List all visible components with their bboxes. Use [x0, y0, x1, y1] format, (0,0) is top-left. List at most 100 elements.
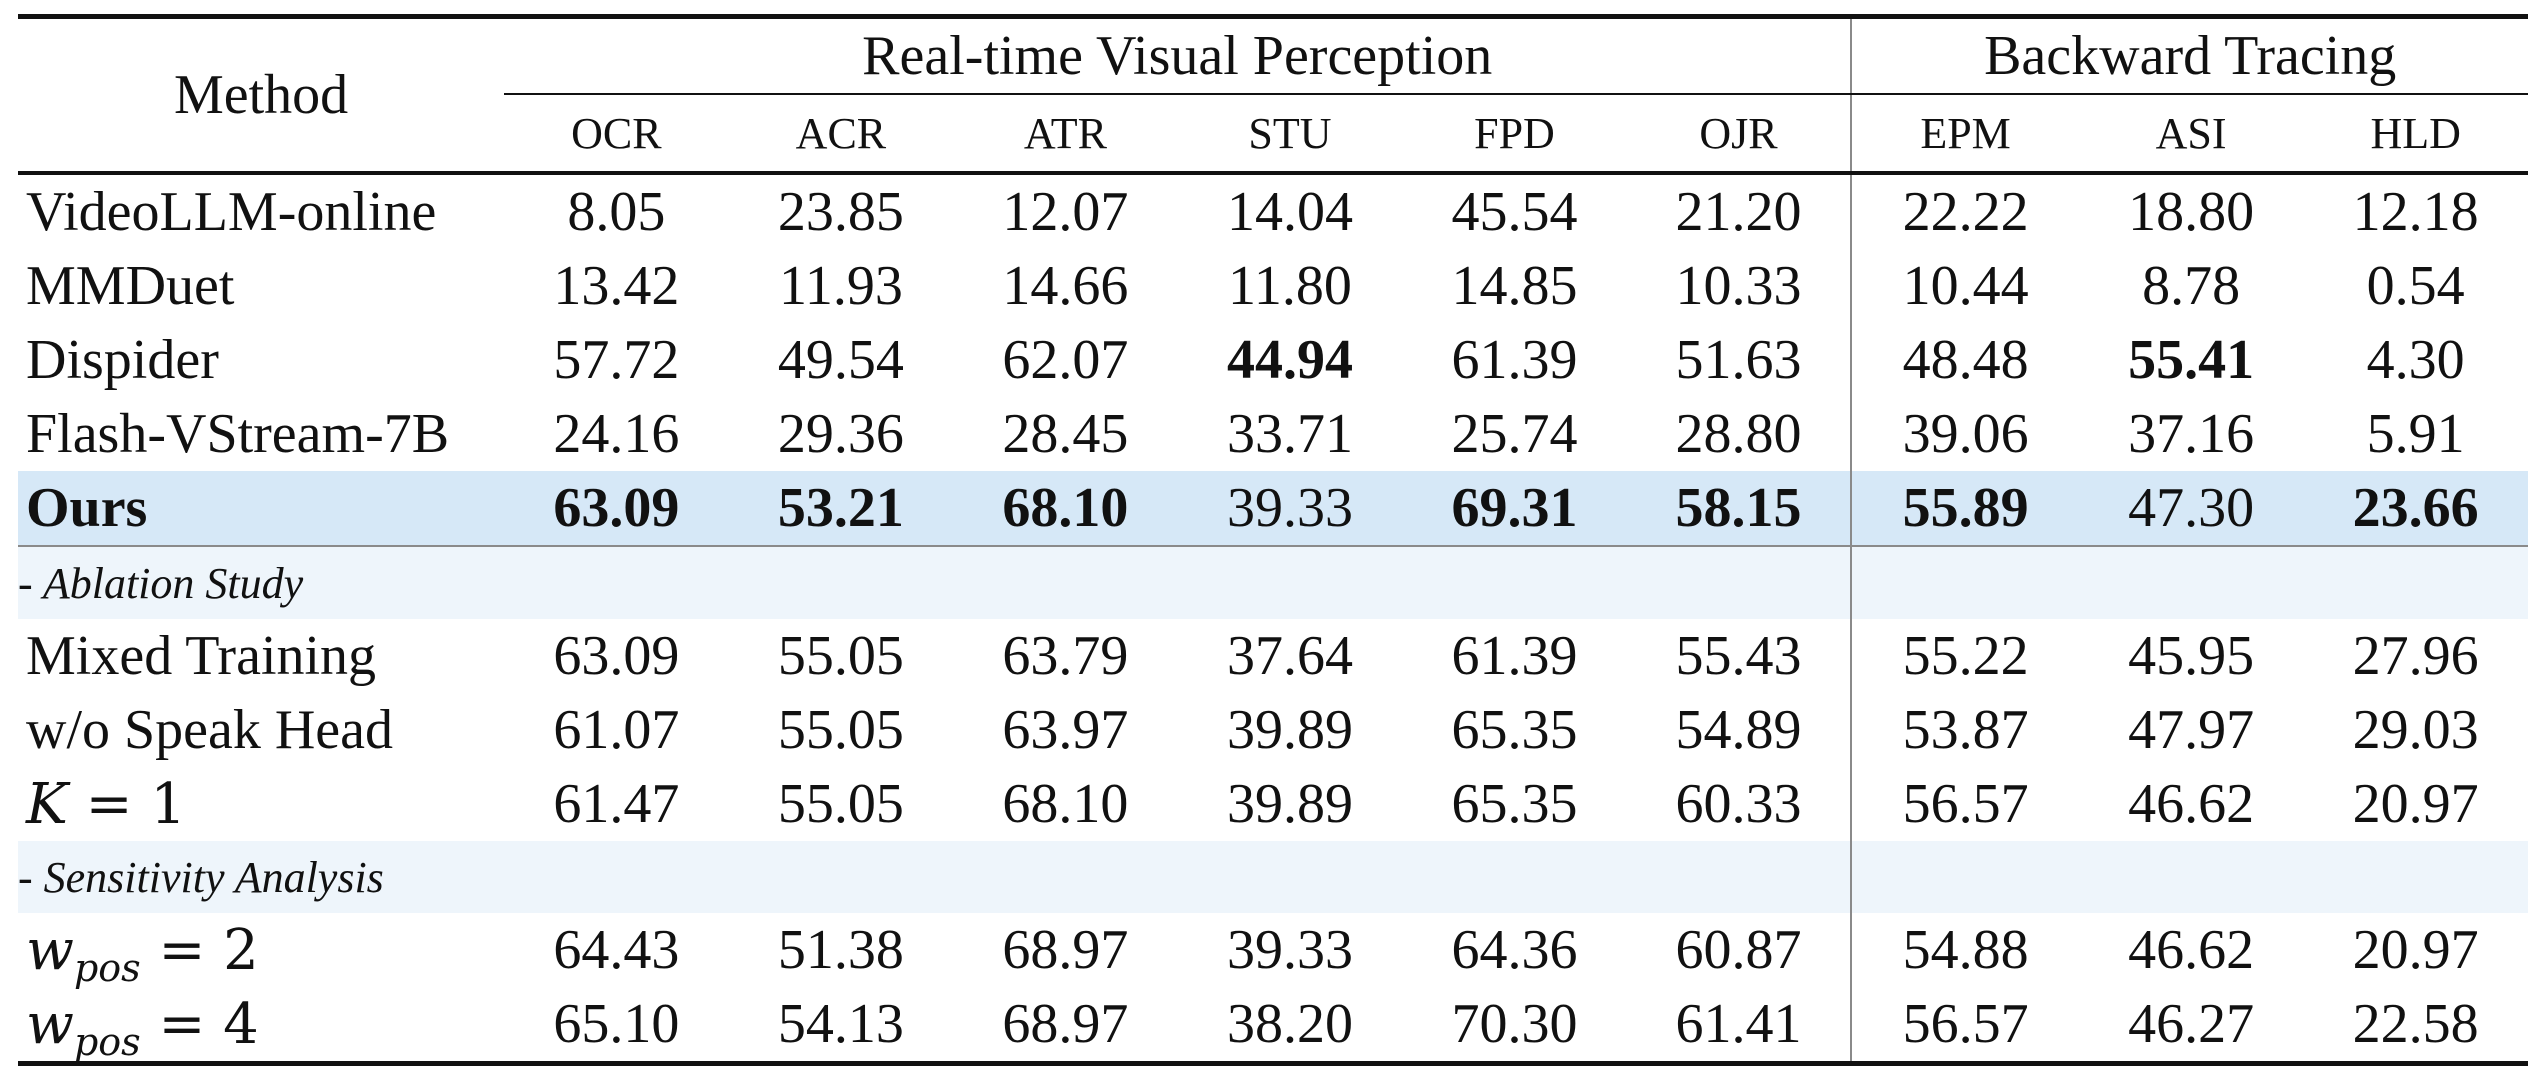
table-cell: 10.33	[1675, 255, 1802, 317]
table-cell: 57.72	[553, 329, 680, 391]
table-cell: 33.71	[1226, 403, 1353, 465]
table-cell: 60.87	[1675, 919, 1802, 981]
table-cell: 11.80	[1227, 255, 1352, 317]
table-cell: 64.36	[1451, 919, 1578, 981]
table-cell: 47.30	[2078, 471, 2304, 547]
table-cell-best: 69.31	[1402, 471, 1627, 547]
table-cell: 39.33	[1226, 919, 1353, 981]
table-cell: 65.35	[1451, 699, 1578, 761]
table-cell: 46.27	[2078, 987, 2304, 1066]
table-cell-best: 68.10	[953, 471, 1178, 547]
table-cell: 61.39	[1451, 625, 1578, 687]
table-cell: 55.05	[777, 699, 904, 761]
table-cell: 12.18	[2303, 171, 2528, 249]
table-cell: 60.33	[1675, 773, 1802, 835]
table-cell: 37.64	[1226, 625, 1353, 687]
table-cell: 14.04	[1177, 171, 1403, 249]
table-cell: 13.42	[553, 255, 680, 317]
table-cell: 18.80	[2078, 171, 2304, 249]
table-cell-best: 55.41	[2128, 329, 2255, 391]
perception-group-header: Real-time Visual Perception	[504, 14, 1852, 95]
math-variable: K	[26, 771, 68, 837]
method-name: Mixed Training	[26, 625, 377, 687]
table-cell: 70.30	[1402, 987, 1627, 1066]
method-name: VideoLLM-online	[18, 171, 505, 249]
table-cell: 51.38	[777, 919, 904, 981]
table-cell-best: 58.15	[1626, 471, 1852, 547]
table-cell: 55.43	[1675, 625, 1802, 687]
table-cell: 27.96	[2352, 625, 2479, 687]
table-cell: 22.58	[2303, 987, 2528, 1066]
results-table: Method Real-time Visual Perception Backw…	[18, 14, 2528, 1066]
math-subscript: pos	[73, 1019, 141, 1064]
table-cell: 68.97	[953, 987, 1178, 1066]
table-cell-best: 63.09	[504, 471, 729, 547]
column-header: ATR	[1023, 108, 1107, 158]
tracing-group-header: Backward Tracing	[1850, 14, 2528, 95]
table-cell: 21.20	[1626, 171, 1852, 249]
section-filler	[1850, 546, 2528, 619]
math-equation: = 2	[140, 917, 259, 983]
table-row: Dispider 57.72 49.54 62.07 44.94 61.39 5…	[18, 323, 2528, 397]
method-name: wpos = 4	[18, 987, 505, 1066]
table-cell: 39.89	[1226, 773, 1353, 835]
table-cell: 46.62	[2128, 773, 2255, 835]
table-cell: 20.97	[2352, 773, 2479, 835]
table-row: wpos = 2 64.43 51.38 68.97 39.33 64.36 6…	[18, 913, 2528, 987]
table-row-ours: Ours 63.09 53.21 68.10 39.33 69.31 58.15…	[18, 471, 2528, 547]
table-cell: 14.66	[1002, 255, 1129, 317]
table-cell: 8.78	[2142, 255, 2241, 317]
table-cell: 63.97	[1002, 699, 1129, 761]
table-cell: 55.22	[1850, 619, 2079, 693]
section-label: - Sensitivity Analysis	[18, 841, 1852, 913]
column-header: HLD	[2370, 108, 2461, 158]
table-cell: 62.07	[1002, 329, 1129, 391]
section-label: - Ablation Study	[18, 546, 1852, 619]
table-cell: 54.89	[1675, 699, 1802, 761]
table-cell: 61.07	[553, 699, 680, 761]
column-header: EPM	[1850, 94, 2079, 173]
table-cell: 64.43	[553, 919, 680, 981]
math-equation: = 4	[140, 991, 259, 1057]
table-cell: 28.45	[1002, 403, 1129, 465]
column-header: ASI	[2155, 108, 2227, 158]
table-cell: 11.93	[778, 255, 903, 317]
math-variable: w	[26, 991, 74, 1057]
section-row-sensitivity: - Sensitivity Analysis	[18, 841, 2528, 913]
table-cell: 39.33	[1177, 471, 1403, 547]
table-cell: 22.22	[1850, 171, 2079, 249]
method-name: Ours	[18, 471, 505, 547]
group-header-row: Method Real-time Visual Perception Backw…	[18, 14, 2528, 173]
table-cell-best: 44.94	[1226, 329, 1353, 391]
math-equation: = 1	[67, 771, 186, 837]
table-cell: 14.85	[1451, 255, 1578, 317]
table-cell: 12.07	[953, 171, 1178, 249]
table-cell: 28.80	[1675, 403, 1802, 465]
table-cell-best: 55.89	[1850, 471, 2079, 547]
table-cell: 63.09	[553, 625, 680, 687]
table-cell: 48.48	[1850, 323, 2079, 397]
table-row: Mixed Training 63.09 55.05 63.79 37.64 6…	[18, 619, 2528, 693]
method-name: MMDuet	[26, 255, 235, 317]
table-cell: 29.36	[777, 403, 904, 465]
table-cell: 65.10	[504, 987, 729, 1066]
table-cell: 8.05	[504, 171, 729, 249]
table-cell: 49.54	[777, 329, 904, 391]
table-cell: 24.16	[553, 403, 680, 465]
table-cell: 0.54	[2366, 255, 2465, 317]
math-subscript: pos	[73, 945, 141, 990]
table-row: wpos = 4 65.10 54.13 68.97 38.20 70.30 6…	[18, 987, 2528, 1066]
column-header: OCR	[571, 108, 662, 158]
column-header: ACR	[795, 108, 887, 158]
table-cell: 45.95	[2128, 625, 2255, 687]
table-cell: 25.74	[1451, 403, 1578, 465]
table-cell: 56.57	[1850, 987, 2079, 1066]
table-cell: 54.88	[1850, 913, 2079, 987]
method-name: Dispider	[26, 329, 219, 391]
method-name: wpos = 2	[18, 913, 504, 987]
column-header: STU	[1248, 108, 1332, 158]
method-name: Flash-VStream-7B	[26, 403, 450, 465]
method-name: w/o Speak Head	[26, 699, 394, 761]
column-header: FPD	[1474, 108, 1555, 158]
table-cell: 46.62	[2128, 919, 2255, 981]
